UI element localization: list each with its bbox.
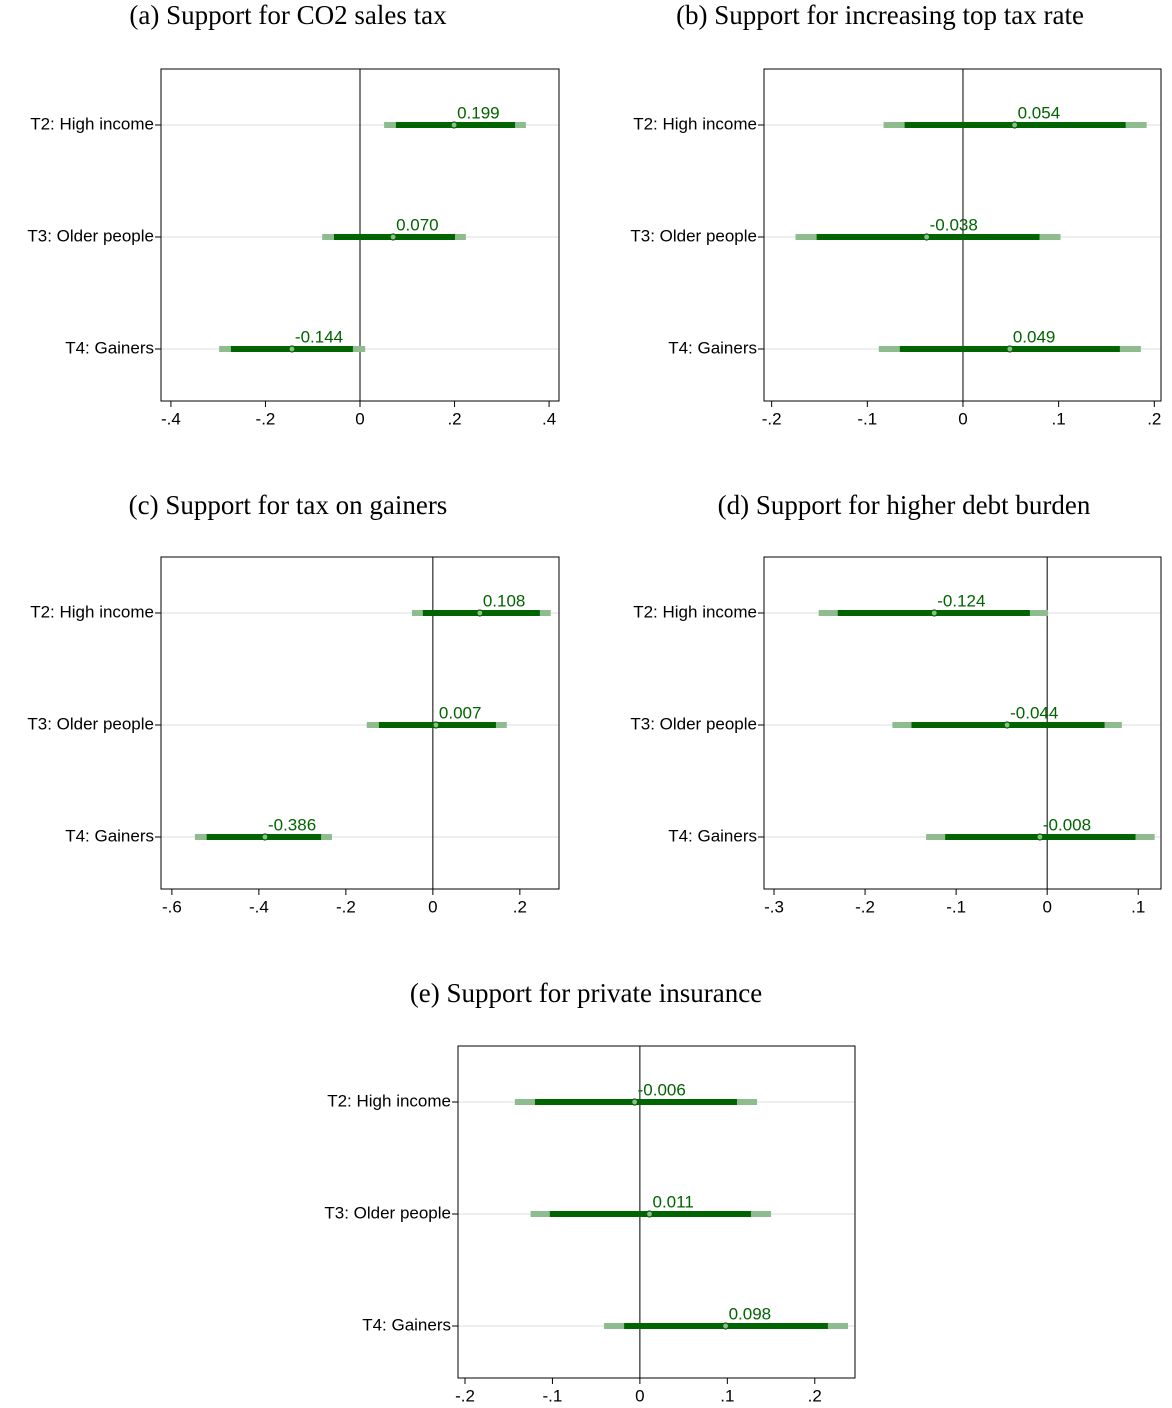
- x-tick-label: 0: [1042, 897, 1051, 916]
- value-label: 0.049: [1013, 327, 1056, 346]
- x-tick-label: -.2: [855, 897, 875, 916]
- x-tick-label: -.2: [336, 897, 356, 916]
- x-tick-label: -.4: [249, 897, 269, 916]
- x-tick-label: .2: [808, 1386, 822, 1405]
- x-tick-label: -.1: [857, 409, 877, 428]
- panel-title: (c) Support for tax on gainers: [129, 490, 448, 520]
- x-tick-label: .1: [1052, 409, 1066, 428]
- value-label: -0.124: [937, 591, 985, 610]
- panel: (d) Support for higher debt burden -.3 -.2…: [630, 490, 1162, 916]
- plot-frame: [160, 556, 560, 890]
- y-tick-label: T4: Gainers: [362, 1315, 451, 1334]
- y-tick-label: T4: Gainers: [65, 338, 154, 357]
- point-estimate: [1006, 345, 1014, 353]
- x-tick-label: .1: [720, 1386, 734, 1405]
- y-tick-label: T2: High income: [327, 1091, 451, 1110]
- panel-title: (a) Support for CO2 sales tax: [129, 0, 447, 30]
- y-tick-label: T3: Older people: [27, 714, 154, 733]
- y-tick-label: T2: High income: [30, 114, 154, 133]
- y-tick-label: T4: Gainers: [65, 826, 154, 845]
- value-label: -0.038: [930, 215, 978, 234]
- value-label: 0.199: [457, 103, 500, 122]
- x-tick-label: 0: [428, 897, 437, 916]
- x-tick-label: -.2: [455, 1386, 475, 1405]
- point-estimate: [1011, 121, 1019, 129]
- x-tick-label: -.2: [762, 409, 782, 428]
- point-estimate: [721, 1322, 730, 1330]
- plot-frame: [763, 556, 1162, 890]
- y-tick-label: T3: Older people: [630, 226, 757, 245]
- point-estimate: [476, 609, 484, 617]
- x-tick-label: .2: [1147, 409, 1161, 428]
- point-estimate: [923, 233, 931, 241]
- point-estimate: [631, 1098, 639, 1106]
- panel-title: (e) Support for private insurance: [410, 978, 762, 1008]
- x-tick-label: -.3: [764, 897, 784, 916]
- panel-title: (d) Support for higher debt burden: [718, 490, 1091, 520]
- value-label: -0.044: [1010, 703, 1058, 722]
- value-label: -0.006: [638, 1080, 686, 1099]
- panel: (a) Support for CO2 sales tax -.4 -.2 0 .2 .4…: [27, 0, 560, 428]
- x-tick-label: -.1: [543, 1386, 563, 1405]
- x-tick-label: 0: [355, 409, 364, 428]
- value-label: 0.054: [1018, 103, 1061, 122]
- y-tick-label: T2: High income: [30, 602, 154, 621]
- x-tick-label: -.6: [162, 897, 182, 916]
- x-tick-label: .4: [542, 409, 556, 428]
- panel: (b) Support for increasing top tax rate -…: [630, 0, 1162, 428]
- point-estimate: [432, 721, 440, 729]
- y-tick-label: T4: Gainers: [668, 338, 757, 357]
- y-tick-label: T4: Gainers: [668, 826, 757, 845]
- panel: (e) Support for private insurance -.2 -.1 0…: [324, 978, 856, 1405]
- value-label: -0.144: [295, 327, 343, 346]
- x-tick-label: .2: [447, 409, 461, 428]
- x-tick-label: 0: [958, 409, 967, 428]
- y-tick-label: T3: Older people: [630, 714, 757, 733]
- y-tick-label: T3: Older people: [27, 226, 154, 245]
- point-estimate: [1036, 833, 1044, 841]
- value-label: 0.098: [729, 1304, 772, 1323]
- x-tick-label: -.1: [946, 897, 966, 916]
- point-estimate: [1003, 721, 1011, 729]
- y-tick-label: T2: High income: [633, 114, 757, 133]
- plot-frame: [457, 1045, 856, 1379]
- point-estimate: [261, 833, 269, 841]
- point-estimate: [450, 121, 458, 129]
- panel: (c) Support for tax on gainers -.6 -.4 -.2 0…: [27, 490, 560, 916]
- point-estimate: [288, 345, 296, 353]
- y-tick-label: T2: High income: [633, 602, 757, 621]
- value-label: 0.070: [396, 215, 439, 234]
- point-estimate: [389, 233, 397, 241]
- point-estimate: [930, 609, 938, 617]
- value-label: -0.386: [268, 815, 316, 834]
- x-tick-label: .1: [1131, 897, 1145, 916]
- y-tick-label: T3: Older people: [324, 1203, 451, 1222]
- x-tick-label: -.4: [161, 409, 181, 428]
- x-tick-label: -.2: [256, 409, 276, 428]
- panel-title: (b) Support for increasing top tax rate: [676, 0, 1084, 30]
- x-tick-label: .2: [513, 897, 527, 916]
- value-label: 0.108: [483, 591, 526, 610]
- value-label: 0.007: [439, 703, 482, 722]
- value-label: -0.008: [1043, 815, 1091, 834]
- value-label: 0.011: [653, 1192, 694, 1211]
- x-tick-label: 0: [635, 1386, 644, 1405]
- point-estimate: [645, 1210, 654, 1218]
